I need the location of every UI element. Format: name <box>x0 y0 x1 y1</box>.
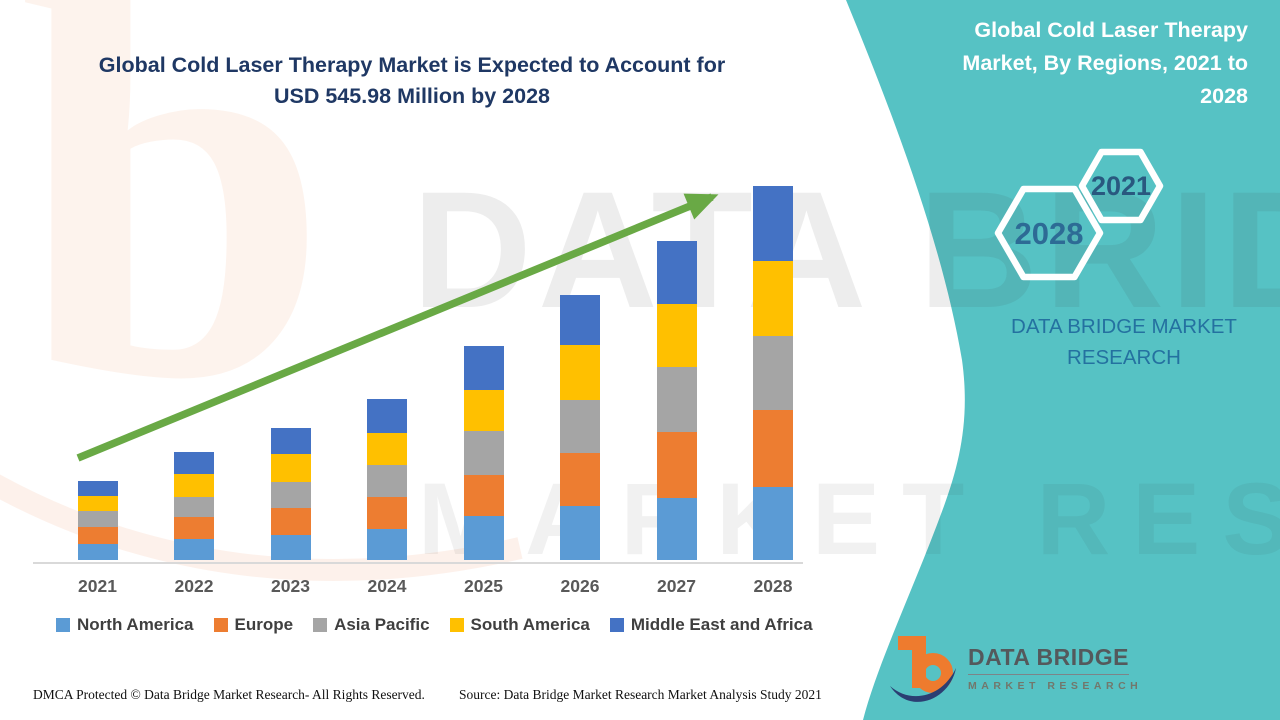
bar-segment-2021-south-america <box>77 495 118 511</box>
legend-item-south-america: South America <box>449 615 590 635</box>
bar-segment-2023-europe <box>270 507 311 535</box>
bar-segment-2022-europe <box>174 516 214 539</box>
bar-2022 <box>174 451 214 560</box>
bar-segment-2026-north-america <box>560 506 600 560</box>
bar-segment-2025-north-america <box>463 515 504 560</box>
source-text: Source: Data Bridge Market Research Mark… <box>459 687 822 702</box>
bar-segment-2022-asia-pacific <box>174 496 214 517</box>
chart-title-line1: Global Cold Laser Therapy Market is Expe… <box>98 53 726 77</box>
bar-segment-2028-south-america <box>753 261 793 336</box>
dbmr-logo-mark-icon <box>890 636 956 702</box>
copyright-text: DMCA Protected © Data Bridge Market Rese… <box>33 687 425 702</box>
bar-2028 <box>753 186 793 560</box>
bar-segment-2021-europe <box>77 526 118 544</box>
legend-label: Asia Pacific <box>334 615 430 634</box>
bar-segment-2026-south-america <box>560 344 600 400</box>
legend-item-middle-east-and-africa: Middle East and Africa <box>609 615 813 635</box>
bar-segment-2027-north-america <box>656 497 697 560</box>
bar-segment-2026-asia-pacific <box>560 399 600 453</box>
bar-segment-2021-north-america <box>77 543 118 560</box>
x-axis-label-2026: 2026 <box>560 576 600 596</box>
bar-2026 <box>560 294 600 560</box>
watermark-marketresearch-text: MARKET RESEARCH <box>418 462 1280 576</box>
legend-swatch-icon <box>213 618 228 632</box>
bar-segment-2028-north-america <box>753 486 793 560</box>
side-panel-title: Global Cold Laser Therapy Market, By Reg… <box>900 14 1248 113</box>
bar-segment-2028-asia-pacific <box>753 336 793 410</box>
chart-title-line2: USD 545.98 Million by 2028 <box>273 84 551 108</box>
brand-text-line1: DATA BRIDGE MARKET <box>1011 315 1237 338</box>
bar-segment-2023-middle-east-and-africa <box>270 427 311 454</box>
hexagon-badges: 2021 2028 <box>994 148 1164 281</box>
bar-segment-2022-middle-east-and-africa <box>174 451 214 474</box>
x-axis-label-2028: 2028 <box>753 576 793 596</box>
bar-2021 <box>77 480 118 560</box>
legend-swatch-icon <box>313 618 328 632</box>
bar-2024 <box>367 399 407 560</box>
bar-2025 <box>463 346 504 560</box>
legend-swatch-icon <box>56 618 70 632</box>
bar-segment-2023-asia-pacific <box>270 481 311 508</box>
legend-swatch-icon <box>449 618 464 632</box>
legend-label: Europe <box>234 615 294 634</box>
bar-segment-2022-north-america <box>174 538 214 560</box>
bar-segment-2027-asia-pacific <box>656 366 697 432</box>
x-axis-label-2027: 2027 <box>657 576 696 596</box>
bar-segment-2023-south-america <box>270 453 311 482</box>
x-axis-label-2022: 2022 <box>174 576 214 596</box>
bar-segment-2026-europe <box>560 452 600 506</box>
x-axis-label-2024: 2024 <box>367 576 407 596</box>
x-axis-label-2025: 2025 <box>464 576 503 596</box>
legend-label: South America <box>470 615 590 634</box>
bar-segment-2024-middle-east-and-africa <box>367 399 407 433</box>
side-panel-title-line3: 2028 <box>1200 84 1248 108</box>
hexagon-2028-label: 2028 <box>1015 216 1084 251</box>
legend-label: Middle East and Africa <box>630 615 813 634</box>
dbmr-logo: DATA BRIDGE MARKET RESEARCH <box>884 628 1142 706</box>
bar-segment-2021-middle-east-and-africa <box>77 480 118 496</box>
chart-legend: North America Europe Asia Pacific South Ame… <box>56 615 813 635</box>
brand-text-line2: RESEARCH <box>1067 346 1181 369</box>
bar-2023 <box>270 427 311 560</box>
dbmr-logo-subtitle: MARKET RESEARCH <box>968 680 1143 692</box>
x-axis-label-2021: 2021 <box>78 576 117 596</box>
bar-segment-2027-middle-east-and-africa <box>656 240 697 304</box>
bar-segment-2028-europe <box>753 409 793 487</box>
bar-segment-2021-asia-pacific <box>77 510 118 527</box>
x-axis-line <box>33 562 803 564</box>
legend-label: North America <box>77 615 194 634</box>
bar-segment-2025-asia-pacific <box>463 430 504 475</box>
legend-item-europe: Europe <box>213 615 294 635</box>
side-panel-title-line1: Global Cold Laser Therapy <box>974 18 1248 42</box>
bar-segment-2028-middle-east-and-africa <box>753 186 793 261</box>
bar-segment-2025-europe <box>463 474 504 516</box>
chart-title: Global Cold Laser Therapy Market is Expe… <box>78 50 746 112</box>
side-panel-brand-text: DATA BRIDGE MARKET RESEARCH <box>998 311 1250 373</box>
bar-segment-2024-north-america <box>367 528 407 560</box>
bar-segment-2025-south-america <box>463 389 504 431</box>
bar-segment-2022-south-america <box>174 473 214 497</box>
x-axis-label-2023: 2023 <box>271 576 310 596</box>
bar-segment-2027-europe <box>656 431 697 498</box>
bar-segment-2024-south-america <box>367 432 407 465</box>
bar-segment-2023-north-america <box>270 534 311 560</box>
dbmr-logo-text: DATA BRIDGE MARKET RESEARCH <box>968 644 1142 692</box>
bar-segment-2024-asia-pacific <box>367 464 407 497</box>
bar-segment-2024-europe <box>367 496 407 529</box>
bar-segment-2027-south-america <box>656 303 697 367</box>
legend-swatch-icon <box>609 618 624 632</box>
legend-item-asia-pacific: Asia Pacific <box>313 615 430 635</box>
bar-segment-2025-middle-east-and-africa <box>463 346 504 390</box>
hexagon-2021-label: 2021 <box>1091 171 1151 201</box>
dbmr-logo-name: DATA BRIDGE <box>968 644 1129 675</box>
bar-segment-2026-middle-east-and-africa <box>560 294 600 345</box>
side-panel-title-line2: Market, By Regions, 2021 to <box>962 51 1248 75</box>
legend-item-north-america: North America <box>56 615 194 635</box>
bar-2027 <box>656 240 697 560</box>
